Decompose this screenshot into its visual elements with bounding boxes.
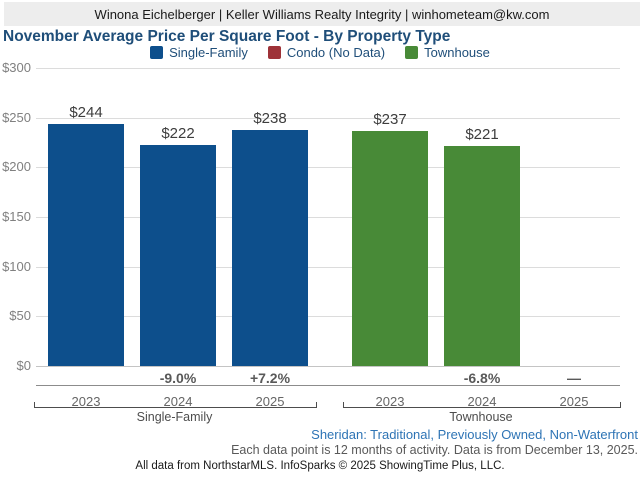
x-axis-year-label: 2025 [255, 394, 285, 409]
y-axis-tick-label: $150 [2, 209, 31, 224]
gridline-300 [36, 68, 620, 69]
data-note: Each data point is 12 months of activity… [231, 443, 638, 457]
bar-value-label: $221 [465, 126, 499, 144]
x-axis-year-label: 2023 [375, 394, 405, 409]
bar-value-label: $244 [69, 103, 103, 121]
y-axis-tick-label: $250 [2, 110, 31, 125]
pct-change-label: — [567, 370, 581, 386]
x-axis-year-label: 2024 [163, 394, 193, 409]
bar-townhouse-2024 [444, 146, 520, 366]
bar-single-family-2023 [48, 123, 124, 366]
axis-separator-line [36, 385, 620, 386]
y-axis-tick-label: $50 [9, 308, 31, 323]
y-axis-tick-label: $200 [2, 159, 31, 174]
legend-item-label: Condo (No Data) [286, 44, 386, 60]
bar-value-label: $222 [161, 125, 195, 143]
pct-change-label: -6.8% [463, 370, 501, 386]
gridline-200 [36, 167, 620, 168]
bar-townhouse-2023 [352, 130, 428, 366]
bar-value-label: $238 [253, 109, 287, 127]
gridline-0 [36, 366, 620, 367]
pct-change-label: +7.2% [249, 370, 291, 386]
gridline-50 [36, 316, 620, 317]
x-axis-year-label: 2024 [467, 394, 497, 409]
legend-item-single-family[interactable]: Single-Family [150, 45, 248, 60]
search-filter-summary: Sheridan: Traditional, Previously Owned,… [311, 427, 638, 442]
y-axis-tick-label: $300 [2, 60, 31, 75]
bar-value-label: $237 [373, 110, 407, 128]
chart-title: November Average Price Per Square Foot -… [3, 28, 451, 45]
legend-item-condo-no-data[interactable]: Condo (No Data) [267, 44, 386, 60]
green-square-icon [405, 45, 419, 59]
bar-single-family-2024 [140, 145, 216, 366]
blue-square-icon [150, 45, 164, 59]
agent-contact-bar: Winona Eichelberger | Keller Williams Re… [4, 2, 640, 26]
red-square-icon [267, 45, 281, 59]
legend-item-label: Single-Family [169, 44, 248, 60]
group-bracket-single-family [34, 402, 317, 408]
gridline-250 [36, 118, 620, 119]
agent-contact-text: Winona Eichelberger | Keller Williams Re… [94, 6, 550, 22]
gridline-150 [36, 217, 620, 218]
legend-item-townhouse[interactable]: Townhouse [405, 45, 490, 60]
x-axis-year-label: 2025 [559, 394, 589, 409]
attribution-text: All data from NorthstarMLS. InfoSparks ©… [135, 460, 505, 472]
group-label-townhouse: Townhouse [449, 410, 513, 424]
legend-item-label: Townhouse [424, 44, 490, 60]
x-axis-year-label: 2023 [71, 394, 101, 409]
bar-single-family-2025 [232, 129, 308, 366]
group-label-single-family: Single-Family [136, 410, 213, 424]
y-axis-tick-label: $100 [2, 259, 31, 274]
gridline-100 [36, 267, 620, 268]
chart-legend: Single-Family Condo (No Data) Townhouse [0, 44, 640, 60]
group-bracket-townhouse [343, 402, 621, 408]
pct-change-label: -9.0% [159, 370, 197, 386]
y-axis-tick-label: $0 [16, 358, 31, 373]
